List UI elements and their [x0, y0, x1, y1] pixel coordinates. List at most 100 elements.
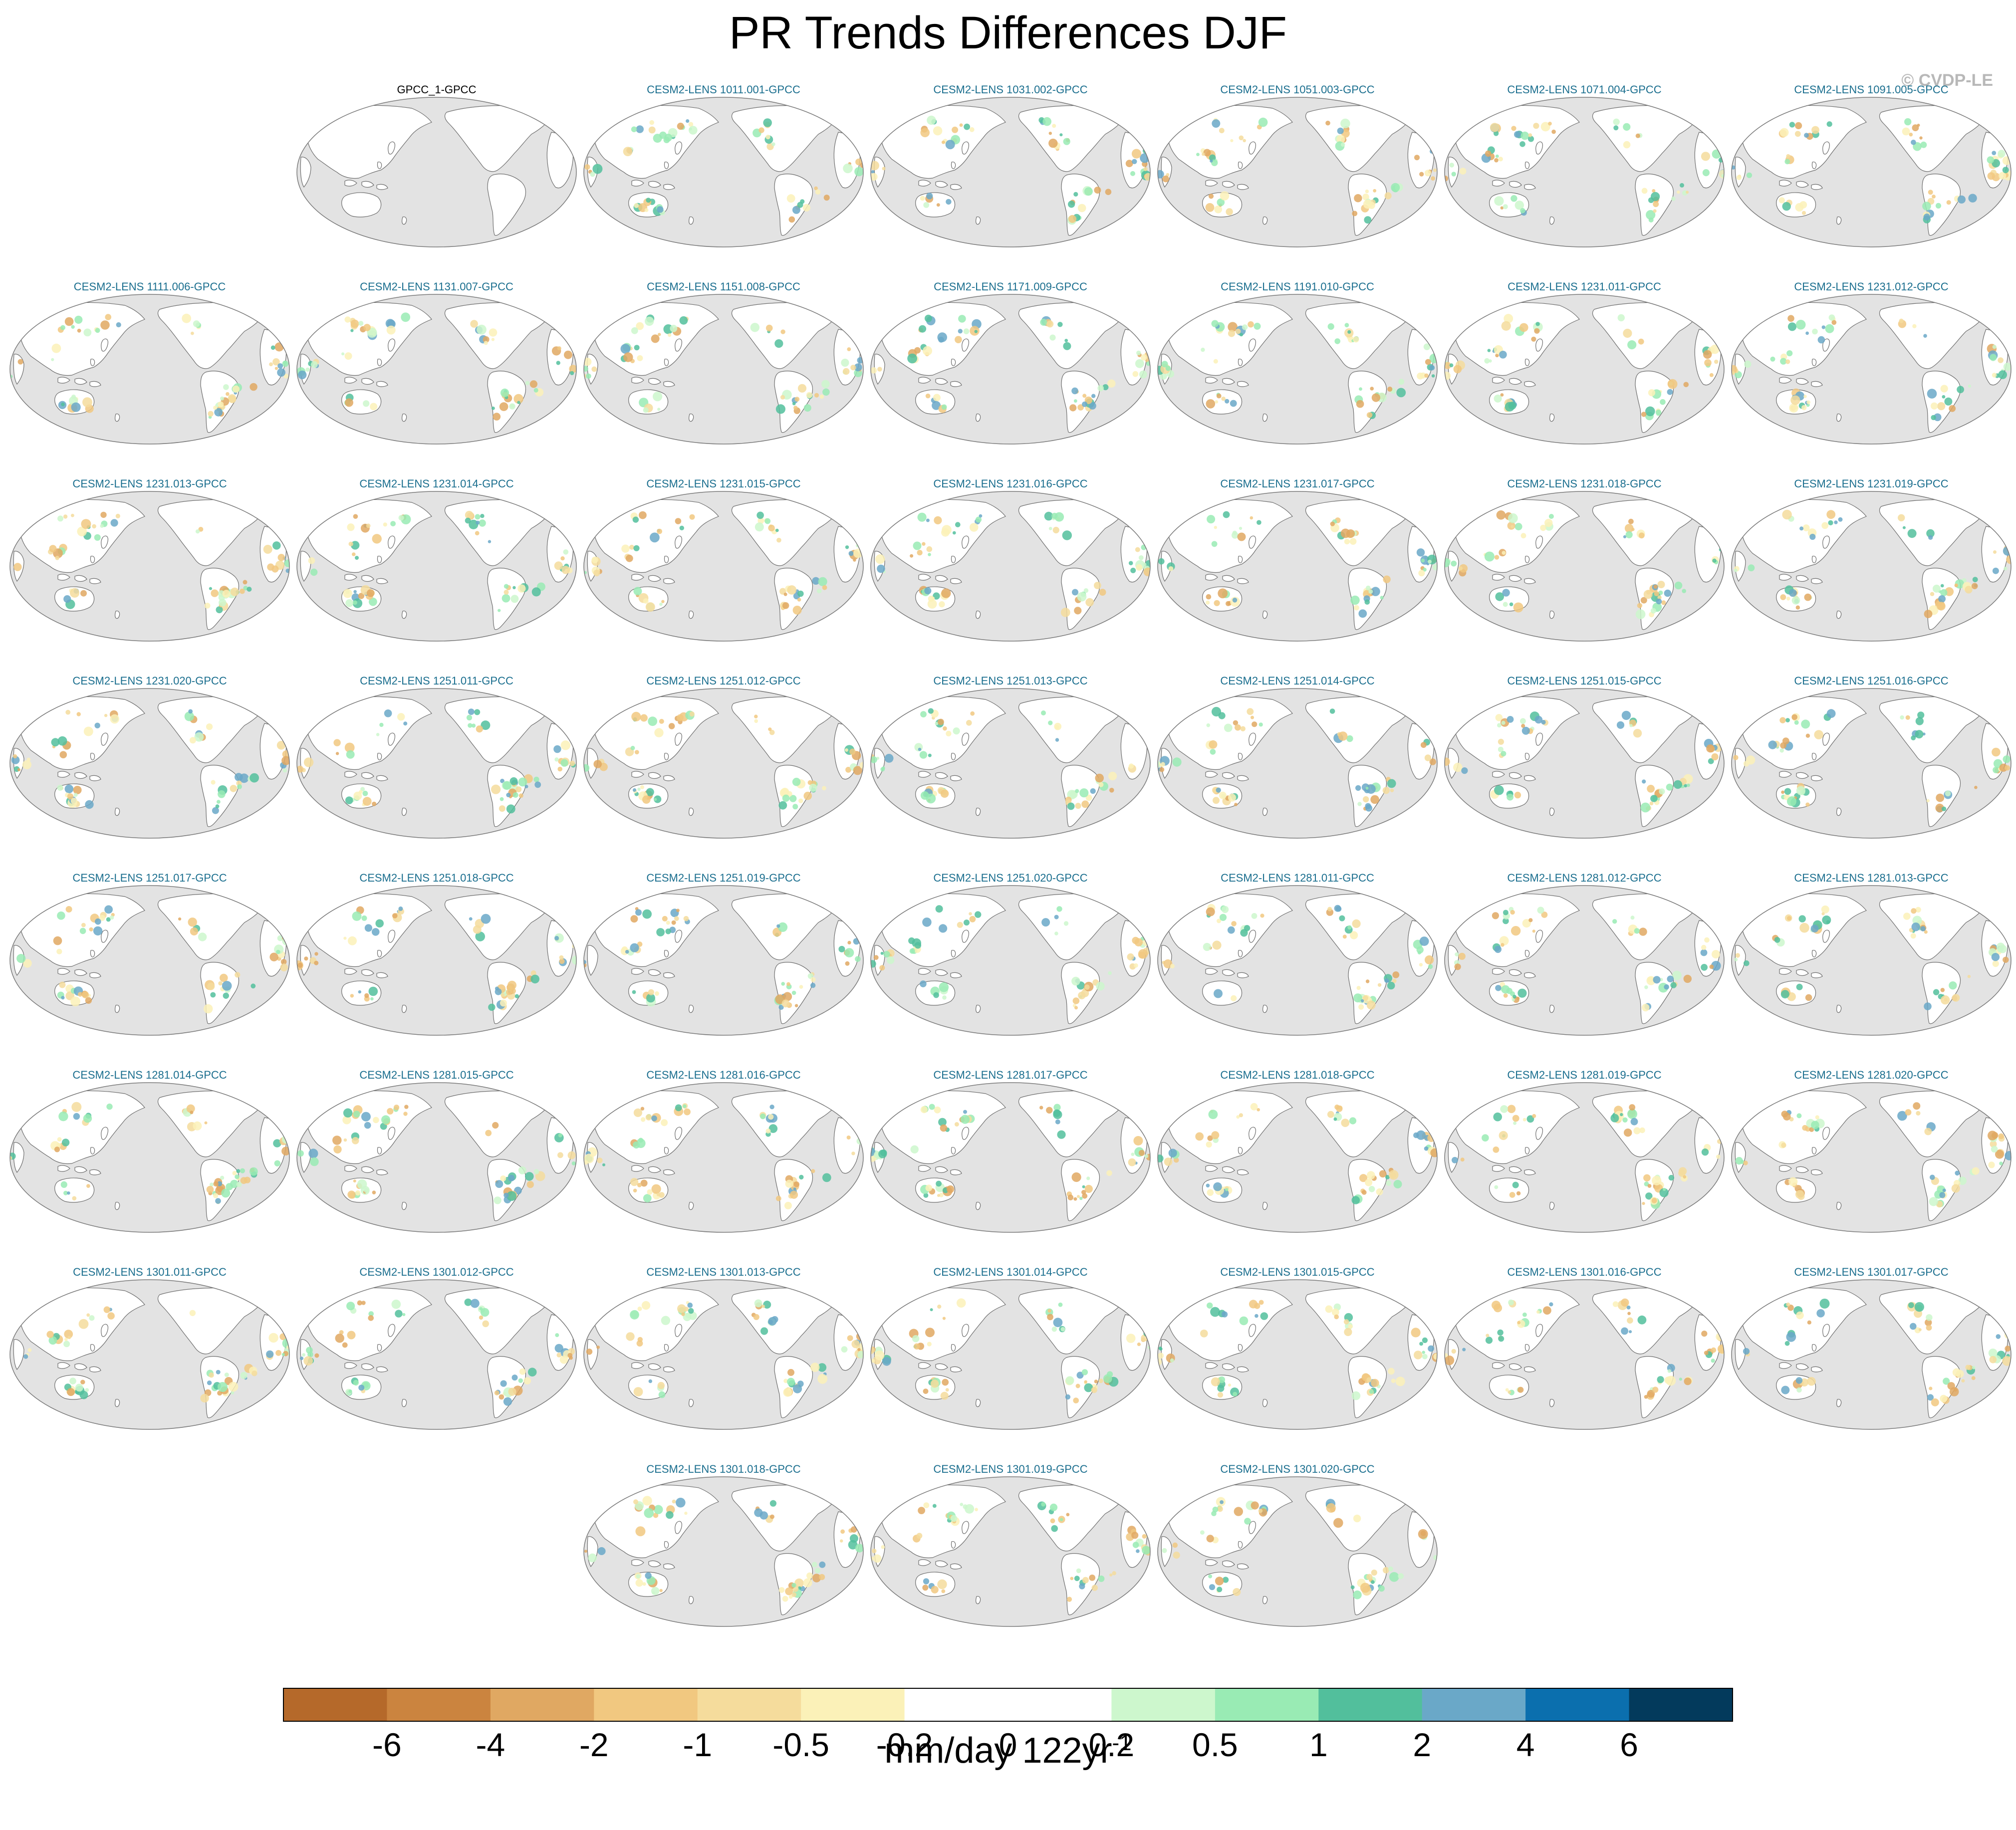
panel-title: CESM2-LENS 1251.017-GPCC — [72, 872, 227, 884]
land-outline — [115, 1399, 120, 1407]
colorbar-tick-label: -0.2 — [876, 1726, 933, 1763]
land-outline — [1205, 180, 1249, 190]
colorbar-bin — [904, 1688, 1008, 1721]
trend-field — [1732, 118, 2011, 224]
land-outline — [90, 732, 108, 760]
globe-outline — [1444, 688, 1725, 839]
globe-outline — [1444, 294, 1725, 445]
land-outline — [1779, 377, 1823, 387]
land-outline — [1492, 968, 1536, 978]
land-outline — [1635, 1159, 1674, 1221]
land-outline — [344, 574, 388, 584]
land-outline — [1811, 535, 1830, 563]
land-outline — [57, 968, 101, 978]
panel-title: CESM2-LENS 1281.013-GPCC — [1794, 872, 1948, 884]
panel-title: CESM2-LENS 1301.011-GPCC — [73, 1266, 227, 1278]
globe-outline — [9, 1082, 290, 1233]
land-outline — [1836, 1399, 1842, 1407]
map-panel: CESM2-LENS 1251.011-GPCC — [296, 675, 577, 839]
panel-title: CESM2-LENS 1251.020-GPCC — [933, 872, 1087, 884]
land-outline — [402, 808, 407, 816]
land-outline — [1811, 1324, 1830, 1352]
land-outline — [1735, 945, 1746, 976]
land-outline — [1454, 696, 1580, 770]
globe-outline — [1157, 97, 1438, 247]
land-outline — [689, 1202, 694, 1210]
trend-field — [10, 1102, 289, 1204]
trend-field — [1162, 1497, 1437, 1600]
panel-title: CESM2-LENS 1301.014-GPCC — [933, 1266, 1087, 1278]
trend-field — [1732, 314, 2011, 422]
land-outline — [402, 1005, 407, 1013]
land-outline — [1922, 962, 1961, 1024]
colorbar-bin — [594, 1688, 698, 1721]
panel-title: CESM2-LENS 1281.018-GPCC — [1220, 1069, 1374, 1081]
land-outline — [1836, 1202, 1842, 1210]
trend-field — [1735, 1102, 2011, 1208]
land-outline — [1836, 1005, 1842, 1013]
trend-field — [11, 709, 289, 814]
panel-title: CESM2-LENS 1281.017-GPCC — [933, 1069, 1087, 1081]
land-outline — [951, 1521, 969, 1549]
land-outline — [1167, 1090, 1293, 1164]
colorbar-bin — [1215, 1688, 1319, 1721]
land-outline — [587, 945, 598, 976]
land-outline — [1348, 371, 1387, 433]
globe-outline — [870, 885, 1151, 1036]
land-outline — [1205, 377, 1249, 387]
panel-title: CESM2-LENS 1131.007-GPCC — [360, 280, 513, 293]
trend-field — [1454, 907, 1721, 1012]
land-outline — [1238, 535, 1256, 563]
map-panel: CESM2-LENS 1281.013-GPCC — [1731, 872, 2012, 1036]
land-outline — [1735, 748, 1746, 779]
panel-title: CESM2-LENS 1251.019-GPCC — [646, 872, 800, 884]
land-outline — [918, 968, 962, 978]
land-outline — [689, 414, 694, 422]
land-outline — [1348, 765, 1387, 827]
land-outline — [976, 1399, 981, 1407]
colorbar-bin — [1525, 1688, 1629, 1721]
map-panel: CESM2-LENS 1011.001-GPCC — [583, 83, 864, 247]
land-outline — [57, 574, 101, 584]
trend-field — [584, 907, 861, 1010]
globe-outline — [296, 885, 577, 1036]
colorbar-tick-label: 0.2 — [1089, 1726, 1135, 1763]
land-outline — [976, 1005, 981, 1013]
colorbar-bin — [1422, 1688, 1526, 1721]
land-outline — [1262, 1005, 1268, 1013]
panel-title: CESM2-LENS 1281.019-GPCC — [1507, 1069, 1661, 1081]
land-outline — [1549, 414, 1555, 422]
land-outline — [1061, 1356, 1100, 1418]
land-outline — [1262, 414, 1268, 422]
land-outline — [1262, 611, 1268, 619]
land-outline — [1549, 1005, 1555, 1013]
map-panel: CESM2-LENS 1251.014-GPCC — [1157, 675, 1438, 839]
trend-field — [1158, 706, 1436, 812]
land-outline — [1549, 1399, 1555, 1407]
colorbar-bin — [1318, 1688, 1423, 1721]
trend-field — [297, 312, 576, 421]
globe-outline — [1731, 1082, 2012, 1233]
land-outline — [1549, 808, 1555, 816]
map-panel: CESM2-LENS 1251.017-GPCC — [9, 872, 290, 1036]
colorbar-tick-label: 6 — [1620, 1726, 1638, 1763]
map-panel: CESM2-LENS 1281.020-GPCC — [1731, 1069, 2012, 1233]
land-outline — [1836, 414, 1842, 422]
panel-title: CESM2-LENS 1281.011-GPCC — [1221, 872, 1374, 884]
panel-title: CESM2-LENS 1231.016-GPCC — [933, 477, 1087, 490]
trend-field — [875, 511, 1150, 617]
colorbar-tick-label: -2 — [579, 1726, 609, 1763]
land-outline — [1549, 217, 1555, 225]
globe-outline — [9, 491, 290, 642]
land-outline — [90, 338, 108, 366]
land-outline — [664, 338, 682, 366]
land-outline — [1811, 929, 1830, 957]
globe-outline — [1444, 491, 1725, 642]
colorbar-tick-label: -4 — [476, 1726, 505, 1763]
map-panel: CESM2-LENS 1231.011-GPCC — [1444, 280, 1725, 445]
trend-field — [297, 1105, 576, 1204]
land-outline — [1205, 574, 1249, 584]
land-outline — [976, 217, 981, 225]
globe-outline — [1157, 1476, 1438, 1627]
land-outline — [1489, 1177, 1529, 1203]
